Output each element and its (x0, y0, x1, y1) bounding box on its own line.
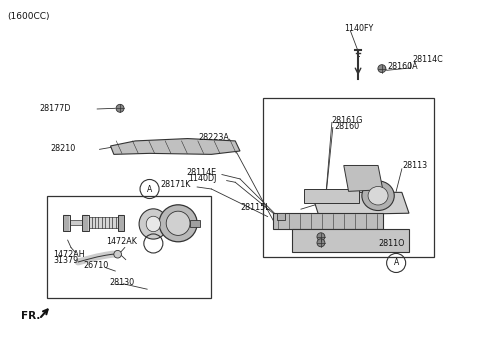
Text: 28130: 28130 (109, 278, 134, 286)
Polygon shape (110, 139, 240, 154)
Bar (276, 213, 285, 220)
Text: 28223A: 28223A (198, 133, 229, 142)
Text: 28113: 28113 (403, 161, 428, 170)
Bar (273, 213, 383, 230)
Text: A: A (394, 258, 399, 267)
Text: 1472AH: 1472AH (53, 250, 85, 259)
Ellipse shape (159, 205, 197, 242)
Ellipse shape (166, 211, 190, 235)
Circle shape (114, 251, 121, 258)
Text: 2811O: 2811O (378, 239, 405, 247)
Bar (190, 220, 200, 227)
Text: 28114E: 28114E (187, 168, 217, 177)
Bar (63, 215, 70, 231)
Text: 28210: 28210 (50, 144, 76, 153)
Text: 1140DJ: 1140DJ (189, 174, 217, 183)
Text: 1472AK: 1472AK (106, 237, 137, 246)
Text: FR.: FR. (21, 311, 40, 321)
Text: 26710: 26710 (84, 261, 109, 271)
Circle shape (317, 239, 325, 247)
Bar (304, 189, 359, 203)
Text: 28171K: 28171K (160, 180, 191, 190)
Circle shape (317, 233, 325, 241)
Ellipse shape (368, 186, 388, 205)
Circle shape (116, 104, 124, 112)
Text: 28160A: 28160A (387, 62, 418, 72)
Circle shape (378, 65, 386, 73)
Polygon shape (344, 165, 383, 191)
Bar (118, 215, 124, 231)
Ellipse shape (362, 181, 394, 211)
Bar (82, 215, 89, 231)
Text: 28114C: 28114C (412, 55, 443, 64)
Bar (292, 230, 409, 252)
Text: 31379: 31379 (53, 256, 79, 264)
Bar (47, 196, 211, 298)
Text: 28161G: 28161G (331, 116, 363, 125)
Bar (89, 217, 119, 228)
Text: 28115L: 28115L (240, 203, 269, 212)
Text: 28177D: 28177D (39, 104, 71, 113)
Text: 28160: 28160 (334, 122, 360, 131)
Bar (69, 220, 83, 225)
Text: A: A (147, 184, 152, 194)
Text: (1600CC): (1600CC) (8, 12, 50, 21)
Ellipse shape (146, 216, 160, 232)
Ellipse shape (139, 209, 168, 239)
Polygon shape (312, 192, 409, 215)
Text: 1140FY: 1140FY (344, 24, 373, 34)
Bar (263, 98, 434, 257)
